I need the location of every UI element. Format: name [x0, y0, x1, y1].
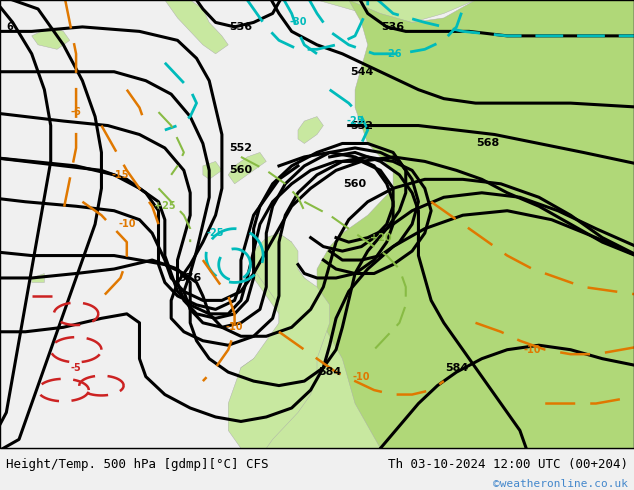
Text: 552: 552	[350, 121, 373, 130]
Text: 568: 568	[477, 139, 500, 148]
Polygon shape	[298, 117, 323, 144]
Polygon shape	[203, 161, 222, 179]
Text: -10: -10	[226, 322, 243, 332]
Text: -25: -25	[346, 116, 364, 126]
Text: -5: -5	[71, 363, 81, 373]
Text: -10: -10	[118, 219, 136, 229]
Text: -30: -30	[289, 18, 307, 27]
Text: -26: -26	[384, 49, 402, 59]
Polygon shape	[32, 273, 44, 282]
Text: 536: 536	[382, 22, 404, 32]
Polygon shape	[32, 27, 70, 49]
Text: -15: -15	[112, 170, 129, 180]
Text: -10: -10	[353, 371, 370, 382]
Polygon shape	[165, 0, 228, 54]
Polygon shape	[228, 233, 330, 448]
Text: 544: 544	[350, 67, 373, 77]
Text: 584: 584	[318, 367, 341, 377]
Polygon shape	[228, 152, 266, 184]
Text: 536: 536	[230, 22, 252, 32]
Text: -6: -6	[71, 107, 81, 117]
Polygon shape	[241, 0, 634, 448]
Text: -25: -25	[207, 228, 224, 238]
Polygon shape	[317, 0, 634, 448]
Text: ©weatheronline.co.uk: ©weatheronline.co.uk	[493, 479, 628, 489]
Text: Height/Temp. 500 hPa [gdmp][°C] CFS: Height/Temp. 500 hPa [gdmp][°C] CFS	[6, 458, 269, 471]
Text: +25: +25	[154, 201, 176, 211]
Text: 584: 584	[445, 363, 468, 373]
Text: -10: -10	[524, 344, 541, 355]
Text: 576: 576	[179, 273, 202, 283]
Text: 560: 560	[344, 179, 366, 189]
Text: +20: +20	[370, 233, 391, 243]
Text: 552: 552	[230, 143, 252, 153]
Text: Th 03-10-2024 12:00 UTC (00+204): Th 03-10-2024 12:00 UTC (00+204)	[387, 458, 628, 471]
Text: 560: 560	[230, 165, 252, 175]
Text: 6: 6	[6, 22, 13, 32]
